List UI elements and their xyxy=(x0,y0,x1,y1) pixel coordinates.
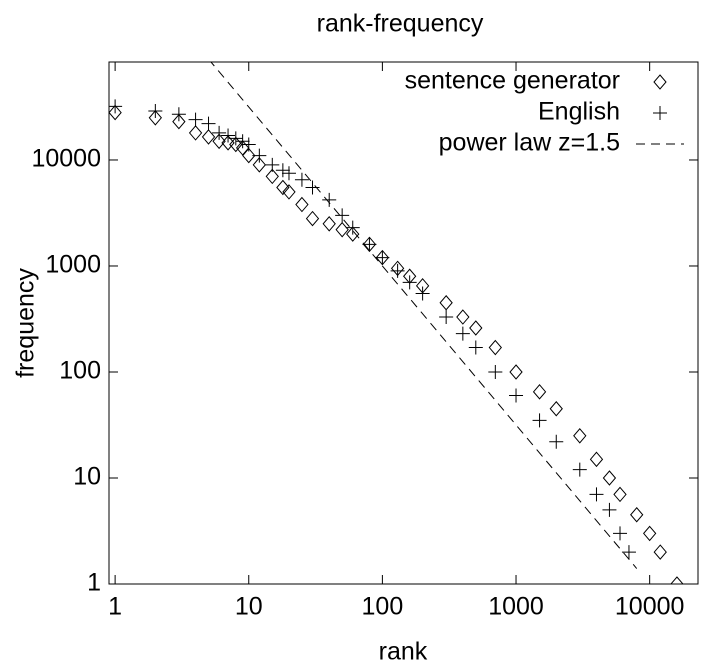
diamond-point xyxy=(242,147,256,164)
diamond-point xyxy=(276,179,290,196)
diamond-point xyxy=(469,320,483,336)
plus-point xyxy=(109,99,123,114)
power-law-line xyxy=(210,62,638,569)
x-tick-label: 1 xyxy=(108,593,122,621)
y-tick-label: 1000 xyxy=(45,251,101,279)
diamond-point xyxy=(282,184,296,200)
plot-area xyxy=(109,62,684,584)
legend-label: power law z=1.5 xyxy=(439,129,620,157)
plus-point xyxy=(549,434,564,449)
diamond-point xyxy=(630,506,644,523)
x-tick-label: 10 xyxy=(235,593,263,621)
diamond-point xyxy=(212,133,226,150)
diamond-point xyxy=(148,110,163,126)
plus-point xyxy=(252,148,267,163)
y-tick-label: 10 xyxy=(73,463,101,491)
plus-point xyxy=(305,180,320,195)
diamond-point xyxy=(252,157,266,173)
diamond-point xyxy=(439,294,453,311)
plus-point xyxy=(532,413,547,428)
plus-point xyxy=(509,388,524,403)
plus-point xyxy=(390,263,405,278)
plus-point xyxy=(415,286,430,301)
plus-point xyxy=(221,128,236,143)
plus-point xyxy=(572,462,587,477)
plot-frame xyxy=(108,61,699,585)
plus-point xyxy=(322,192,337,207)
chart-title: rank-frequency xyxy=(317,10,484,38)
diamond-point xyxy=(322,216,336,232)
diamond-point xyxy=(456,309,470,325)
plus-point xyxy=(228,131,243,146)
diamond-point xyxy=(549,400,563,417)
plus-point xyxy=(212,125,227,140)
diamond-point xyxy=(201,129,216,145)
x-tick-label: 10000 xyxy=(615,593,685,621)
plus-point xyxy=(621,545,636,560)
diamond-point xyxy=(221,135,235,151)
diamond-point xyxy=(172,113,186,130)
y-axis-label: frequency xyxy=(12,268,40,378)
legend-symbol xyxy=(653,106,667,120)
plus-point xyxy=(335,208,350,223)
plus-point xyxy=(235,134,250,149)
plus-point xyxy=(265,157,280,172)
diamond-point xyxy=(188,125,203,141)
plus-point xyxy=(241,137,256,152)
plus-point xyxy=(345,220,360,235)
y-tick-label: 100 xyxy=(59,357,101,385)
diamond-point xyxy=(613,486,627,503)
legend-label: English xyxy=(538,98,620,126)
plus-point xyxy=(148,103,163,118)
diamond-point xyxy=(573,428,587,444)
diamond-point xyxy=(346,226,360,242)
plus-point xyxy=(281,166,296,181)
diamond-point xyxy=(602,470,617,486)
legend-symbol xyxy=(653,74,667,90)
diamond-point xyxy=(509,364,523,380)
diamond-point xyxy=(643,525,657,542)
plus-point xyxy=(602,502,617,517)
plus-point xyxy=(275,163,290,178)
diamond-point xyxy=(335,221,349,238)
diamond-point xyxy=(532,384,547,400)
plus-point xyxy=(488,364,503,379)
diamond-point xyxy=(235,140,250,156)
plus-point xyxy=(613,526,628,541)
plus-point xyxy=(468,340,483,355)
x-axis-label: rank xyxy=(379,638,428,666)
diamond-point xyxy=(295,196,309,213)
plus-point xyxy=(402,275,417,290)
y-tick-label: 1 xyxy=(87,569,101,597)
y-tick-label: 10000 xyxy=(31,145,101,173)
diamond-point xyxy=(653,544,667,560)
x-tick-label: 100 xyxy=(362,593,404,621)
diamond-point xyxy=(670,576,684,584)
diamond-point xyxy=(305,210,320,227)
plus-point xyxy=(589,487,604,502)
plus-point xyxy=(375,250,390,265)
legend-label: sentence generator xyxy=(405,67,620,95)
diamond-point xyxy=(109,104,122,121)
diamond-point xyxy=(265,168,279,185)
plus-point xyxy=(201,116,216,131)
diamond-point xyxy=(589,451,604,468)
plus-point xyxy=(171,107,186,122)
plus-point xyxy=(188,112,203,127)
diamond-point xyxy=(229,136,243,153)
plus-point xyxy=(455,326,470,341)
plus-point xyxy=(439,310,454,325)
plus-point xyxy=(294,172,309,187)
x-tick-label: 1000 xyxy=(488,593,544,621)
diamond-point xyxy=(488,339,502,356)
